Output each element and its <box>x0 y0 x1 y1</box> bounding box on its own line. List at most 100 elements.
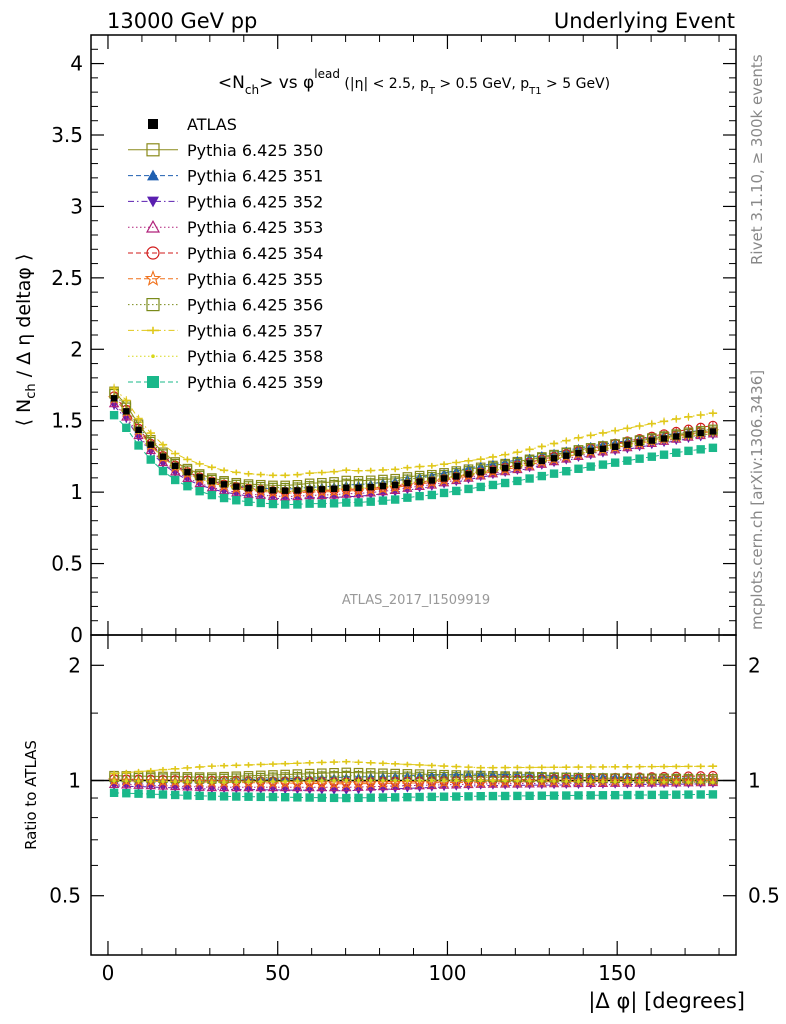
series-5-point-22 <box>376 482 390 495</box>
series-9-point-43 <box>635 454 644 463</box>
main-ytick-label-8: 4 <box>70 52 83 76</box>
series-7-point-6 <box>183 456 192 462</box>
atlas-point-46 <box>673 433 680 440</box>
series-7-point-22 <box>378 467 388 473</box>
series-7-ratio-point-2 <box>134 769 143 775</box>
series-7-point-41 <box>610 428 620 434</box>
series-7-ratio-point-48 <box>696 763 705 769</box>
series-8-ratio-point-0 <box>112 778 116 783</box>
series-8-ratio-point-19 <box>344 778 349 783</box>
series-8-ratio-point-44 <box>650 779 654 784</box>
atlas-point-40 <box>599 445 607 453</box>
legend-label-6: Pythia 6.425 355 <box>187 270 323 289</box>
series-3-point-2 <box>133 429 144 440</box>
atlas-point-5 <box>171 462 179 470</box>
legend-label-10: Pythia 6.425 359 <box>187 373 323 392</box>
series-8-ratio-point-18 <box>332 778 336 783</box>
atlas-point-20 <box>355 484 362 492</box>
series-8-ratio-point-42 <box>625 779 630 784</box>
series-9-ratio-point-47 <box>684 790 693 799</box>
atlas-point-39 <box>587 447 594 455</box>
series-7-point-13 <box>268 472 278 478</box>
legend-marker-7 <box>146 298 160 312</box>
series-9-point-16 <box>305 499 314 508</box>
legend-entry-6: Pythia 6.425 355 <box>128 270 323 289</box>
series-9-point-8 <box>207 490 217 500</box>
series-3-ratio-point-8 <box>206 781 218 792</box>
main-ytick-label-3: 1.5 <box>51 409 83 433</box>
series-8-ratio-point-16 <box>307 779 312 783</box>
series-9-ratio-point-48 <box>696 790 705 799</box>
main-ytick-label-7: 3.5 <box>51 123 83 147</box>
series-8-ratio-point-23 <box>393 778 397 783</box>
series-9-point-23 <box>390 495 400 504</box>
y-axis-label-main: ⟨ Nch / Δ η deltaφ ⟩ <box>13 254 39 427</box>
series-7-point-35 <box>537 443 547 450</box>
series-9-ratio-point-44 <box>647 790 657 800</box>
series-8-ratio-point-27 <box>442 778 446 783</box>
atlas-point-3 <box>147 441 154 448</box>
atlas-point-9 <box>220 481 228 488</box>
legend-marker-3 <box>147 196 159 208</box>
series-7-ratio-point-15 <box>293 760 302 766</box>
series-5-ratio-point-20 <box>352 777 365 790</box>
series-9-ratio-point-32 <box>500 791 510 801</box>
series-3-ratio-point-9 <box>218 781 230 792</box>
series-9-ratio-point-42 <box>623 790 632 800</box>
series-5-ratio-point-24 <box>401 776 414 789</box>
series-7-point-26 <box>427 463 437 469</box>
series-9-ratio-point-34 <box>525 791 534 801</box>
series-5-point-20 <box>352 483 365 496</box>
atlas-point-17 <box>318 486 326 493</box>
series-7-ratio-point-41 <box>610 764 620 770</box>
atlas-point-1 <box>123 408 130 415</box>
series-9-point-20 <box>354 498 363 507</box>
atlas-point-2 <box>135 426 142 434</box>
legend-marker-2 <box>147 169 159 181</box>
main-ytick-label-2: 1 <box>70 480 83 504</box>
series-9-point-11 <box>244 497 253 507</box>
series-9-point-5 <box>170 475 180 485</box>
series-7-point-40 <box>598 430 608 436</box>
series-7-point-8 <box>207 464 217 470</box>
series-9-ratio-point-12 <box>256 792 265 802</box>
series-7-ratio-point-47 <box>684 763 693 769</box>
atlas-point-19 <box>343 484 350 492</box>
series-8-ratio-point-24 <box>405 778 410 783</box>
series-9-ratio-point-28 <box>452 792 461 801</box>
series-9-point-49 <box>708 443 718 453</box>
atlas-point-35 <box>538 457 546 465</box>
main-ytick-label-4: 2 <box>70 337 83 361</box>
series-9-point-34 <box>525 474 534 483</box>
series-9-point-10 <box>232 496 241 505</box>
atlas-point-37 <box>563 452 570 459</box>
y-axis-label-ratio: Ratio to ATLAS <box>22 740 40 850</box>
legend-entry-2: Pythia 6.425 351 <box>128 167 323 186</box>
series-7-ratio-point-29 <box>464 764 473 770</box>
ratio-xtick-label-3: 150 <box>598 961 636 985</box>
series-5-ratio-point-17 <box>315 776 329 789</box>
series-8-ratio <box>112 777 715 786</box>
series-9-point-41 <box>610 458 620 467</box>
main-ytick-label-6: 3 <box>70 194 83 218</box>
series-7-point-33 <box>513 449 522 455</box>
series-5-point-19 <box>339 484 353 497</box>
series-3-ratio-point-6 <box>182 781 193 791</box>
series-9-ratio-point-31 <box>488 791 498 801</box>
series-7-point-18 <box>329 469 339 475</box>
series-9-ratio-point-5 <box>170 790 180 800</box>
series-7-ratio-point-6 <box>183 765 192 771</box>
series-7-ratio-point-4 <box>158 767 168 773</box>
series-2-line <box>113 405 713 500</box>
series-8-ratio-point-31 <box>491 778 495 783</box>
series-8-ratio-point-40 <box>601 779 605 784</box>
series-7-point-10 <box>232 469 241 475</box>
series-9-ratio-point-35 <box>537 791 547 800</box>
series-5-ratio-point-18 <box>327 777 341 790</box>
series-8-ratio-point-11 <box>246 779 251 784</box>
series-9-ratio-point-25 <box>415 792 424 802</box>
series-7-ratio-point-36 <box>549 764 559 770</box>
series-9-ratio-line <box>114 792 713 799</box>
legend-marker-6 <box>144 270 162 286</box>
atlas-point-44 <box>648 437 656 444</box>
